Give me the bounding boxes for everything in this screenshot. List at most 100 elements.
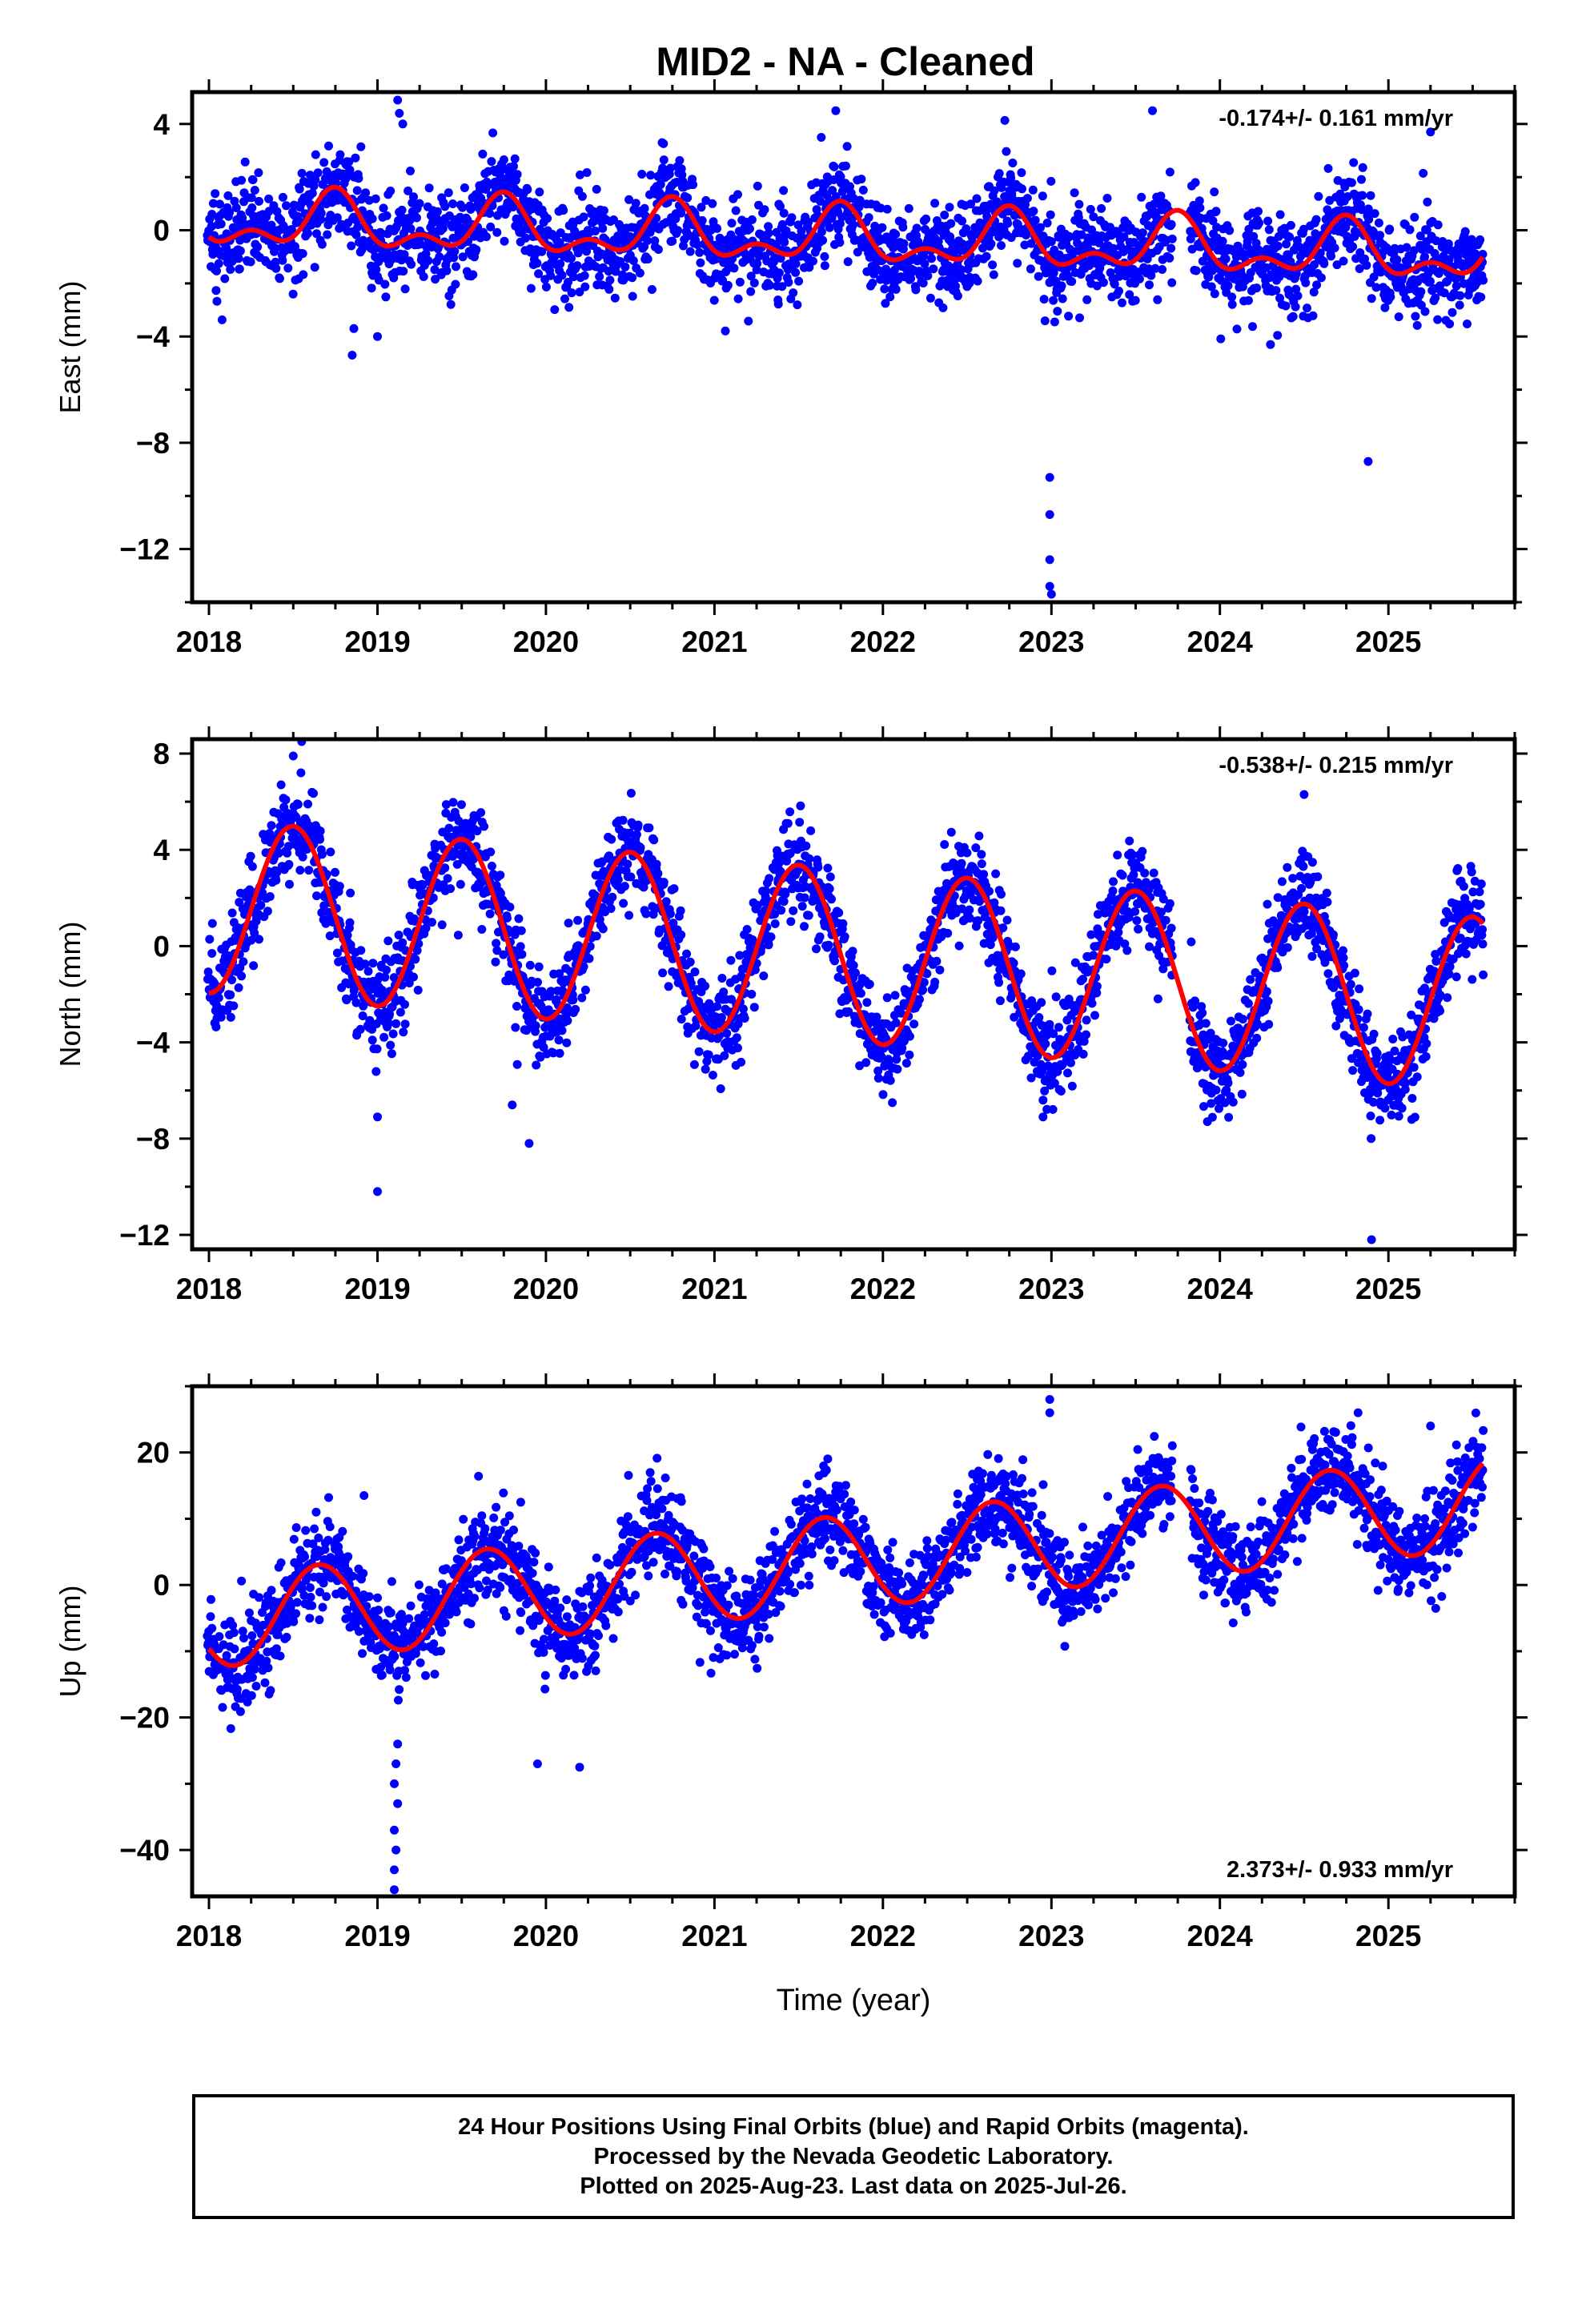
east-point bbox=[643, 255, 652, 263]
north-point bbox=[216, 1012, 226, 1022]
east-point bbox=[1394, 312, 1403, 322]
north-point bbox=[740, 1014, 749, 1023]
north-point bbox=[805, 854, 814, 863]
north-point bbox=[795, 818, 805, 827]
east-point bbox=[911, 285, 921, 295]
north-point bbox=[555, 1048, 564, 1058]
east-point bbox=[225, 207, 235, 217]
north-point bbox=[284, 859, 294, 869]
north-point bbox=[653, 869, 663, 879]
east-point bbox=[1419, 168, 1428, 178]
north-point bbox=[1219, 1039, 1228, 1047]
east-point bbox=[488, 128, 498, 138]
east-point bbox=[222, 243, 231, 252]
east-point bbox=[1370, 209, 1379, 219]
east-point bbox=[804, 217, 813, 227]
east-point bbox=[313, 168, 323, 178]
east-point bbox=[882, 204, 892, 214]
north-point bbox=[1051, 992, 1061, 1002]
east-point bbox=[747, 215, 757, 224]
north-point bbox=[1323, 897, 1332, 907]
north-point bbox=[607, 834, 616, 844]
north-point bbox=[1243, 999, 1253, 1008]
east-point bbox=[930, 199, 940, 208]
east-point bbox=[412, 213, 421, 223]
east-point bbox=[595, 271, 604, 281]
east-point bbox=[1232, 324, 1242, 334]
north-point bbox=[865, 979, 874, 989]
east-point bbox=[628, 273, 637, 283]
east-point bbox=[727, 219, 737, 228]
east-point bbox=[1385, 224, 1395, 234]
east-point bbox=[794, 276, 804, 286]
east-point bbox=[628, 292, 637, 301]
east-point bbox=[452, 262, 460, 271]
east-point bbox=[1064, 312, 1074, 321]
north-point bbox=[331, 867, 339, 877]
east-point bbox=[1366, 191, 1375, 200]
east-point bbox=[1153, 295, 1162, 304]
east-point bbox=[254, 168, 263, 178]
north-point bbox=[276, 780, 286, 790]
north-point bbox=[456, 879, 465, 889]
north-point bbox=[1348, 1066, 1358, 1076]
east-point bbox=[253, 242, 263, 251]
east-point bbox=[994, 169, 1004, 179]
east-point bbox=[409, 192, 418, 202]
north-point bbox=[564, 919, 573, 928]
north-point bbox=[265, 892, 275, 901]
east-point bbox=[791, 267, 801, 277]
east-point bbox=[675, 155, 685, 165]
east-point bbox=[646, 171, 656, 180]
east-point bbox=[1030, 215, 1040, 225]
north-point bbox=[726, 955, 736, 965]
east-point bbox=[1017, 168, 1026, 178]
north-point bbox=[825, 884, 834, 894]
east-point bbox=[381, 292, 391, 302]
east-point bbox=[635, 268, 644, 278]
east-point bbox=[1118, 298, 1126, 308]
north-point bbox=[677, 930, 686, 939]
north-point bbox=[918, 985, 928, 995]
north-point bbox=[512, 1002, 521, 1011]
east-point bbox=[310, 263, 319, 272]
east-point bbox=[923, 271, 933, 280]
east-point bbox=[746, 287, 756, 296]
north-point bbox=[309, 789, 318, 798]
east-point bbox=[1191, 178, 1200, 187]
east-point bbox=[677, 170, 687, 179]
north-point bbox=[1307, 858, 1317, 867]
north-point bbox=[812, 944, 821, 954]
east-point bbox=[1347, 178, 1356, 187]
north-point bbox=[203, 967, 213, 977]
east-point bbox=[559, 206, 568, 215]
north-point bbox=[562, 1038, 572, 1047]
north-point bbox=[1283, 862, 1292, 872]
east-point bbox=[231, 203, 241, 212]
east-point bbox=[303, 229, 312, 238]
east-point bbox=[835, 238, 845, 247]
east-point bbox=[1367, 294, 1376, 304]
east-point bbox=[927, 254, 936, 263]
north-point bbox=[229, 1001, 239, 1011]
east-point bbox=[1357, 175, 1366, 184]
north-point bbox=[708, 1071, 717, 1080]
east-point bbox=[885, 292, 895, 302]
north-point bbox=[954, 941, 964, 951]
east-point bbox=[1402, 243, 1411, 252]
east-point bbox=[307, 188, 317, 198]
east-point bbox=[1165, 253, 1174, 263]
east-point bbox=[223, 191, 233, 200]
east-point bbox=[673, 226, 683, 235]
east-point bbox=[1026, 239, 1036, 248]
east-point bbox=[1423, 197, 1432, 207]
east-point bbox=[906, 274, 916, 283]
north-point bbox=[546, 987, 556, 996]
north-point bbox=[400, 1019, 410, 1029]
east-point bbox=[1452, 281, 1461, 291]
east-point bbox=[478, 149, 488, 159]
east-point bbox=[820, 251, 829, 261]
north-point bbox=[491, 957, 500, 967]
north-point bbox=[1346, 979, 1355, 989]
east-point bbox=[509, 162, 518, 171]
